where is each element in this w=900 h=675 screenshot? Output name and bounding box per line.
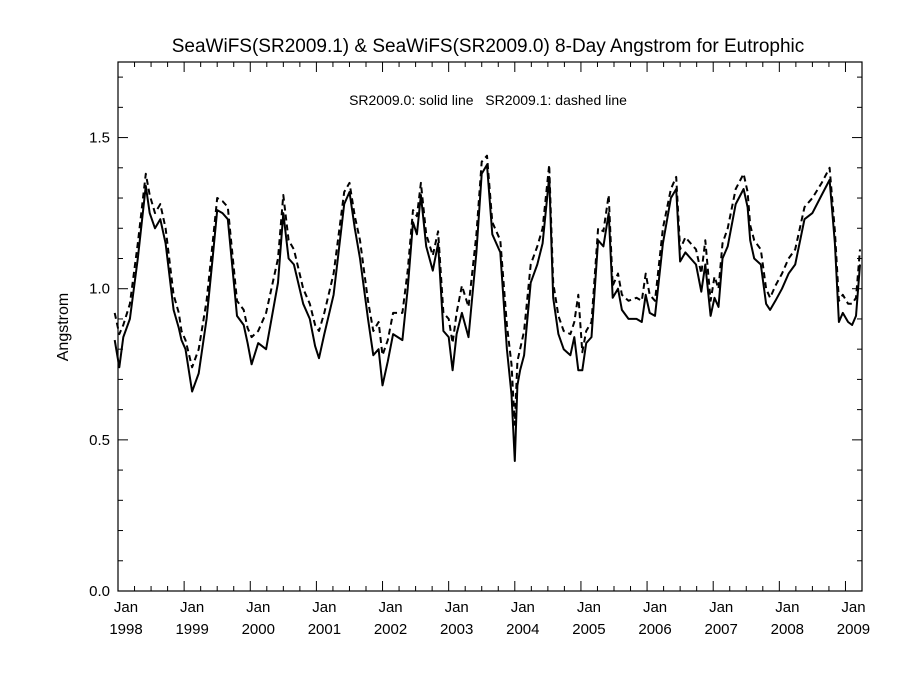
x-tick-label-month: Jan [114,599,138,616]
x-tick-label-month: Jan [445,599,469,616]
x-tick-label-month: Jan [378,599,402,616]
x-tick-label-year: 2002 [374,621,407,638]
x-tick-label-month: Jan [709,599,733,616]
x-tick-label-month: Jan [643,599,667,616]
x-tick-label-year: 2004 [506,621,539,638]
x-tick-label-year: 2007 [705,621,738,638]
x-tick-label-year: 2006 [638,621,671,638]
x-tick-label-year: 2001 [308,621,341,638]
plot-area: 0.0 0.5 1.0 1.5 Jan 1998 Jan 1999 Jan 2000 Jan 2001… [89,62,870,638]
x-tick-label-year: 2000 [242,621,275,638]
x-tick-label-month: Jan [246,599,270,616]
x-tick-label-year: 2003 [440,621,473,638]
x-tick-label-year: 2008 [771,621,804,638]
x-tick-label-month: Jan [577,599,601,616]
x-tick-label-month: Jan [841,599,865,616]
y-tick-label: 1.5 [89,130,110,147]
chart-title: SeaWiFS(SR2009.1) & SeaWiFS(SR2009.0) 8-… [172,36,805,57]
y-tick-label: 0.5 [89,432,110,449]
x-tick-label-month: Jan [180,599,204,616]
series-line-sr2009-1 [113,154,861,426]
x-tick-label-month: Jan [511,599,535,616]
legend-annotation: SR2009.0: solid line SR2009.1: dashed li… [349,92,627,108]
series-line-sr2009-0 [113,163,861,462]
x-tick-label-month: Jan [775,599,799,616]
y-tick-label: 1.0 [89,281,110,298]
y-axis-label: Angstrom [55,293,72,361]
x-tick-label-year: 1998 [109,621,142,638]
x-tick-label-year: 1999 [175,621,208,638]
x-tick-label-year: 2009 [837,621,870,638]
x-tick-label-month: Jan [312,599,336,616]
plot-frame [117,61,863,592]
y-tick-label: 0.0 [89,583,110,600]
x-tick-label-year: 2005 [572,621,605,638]
